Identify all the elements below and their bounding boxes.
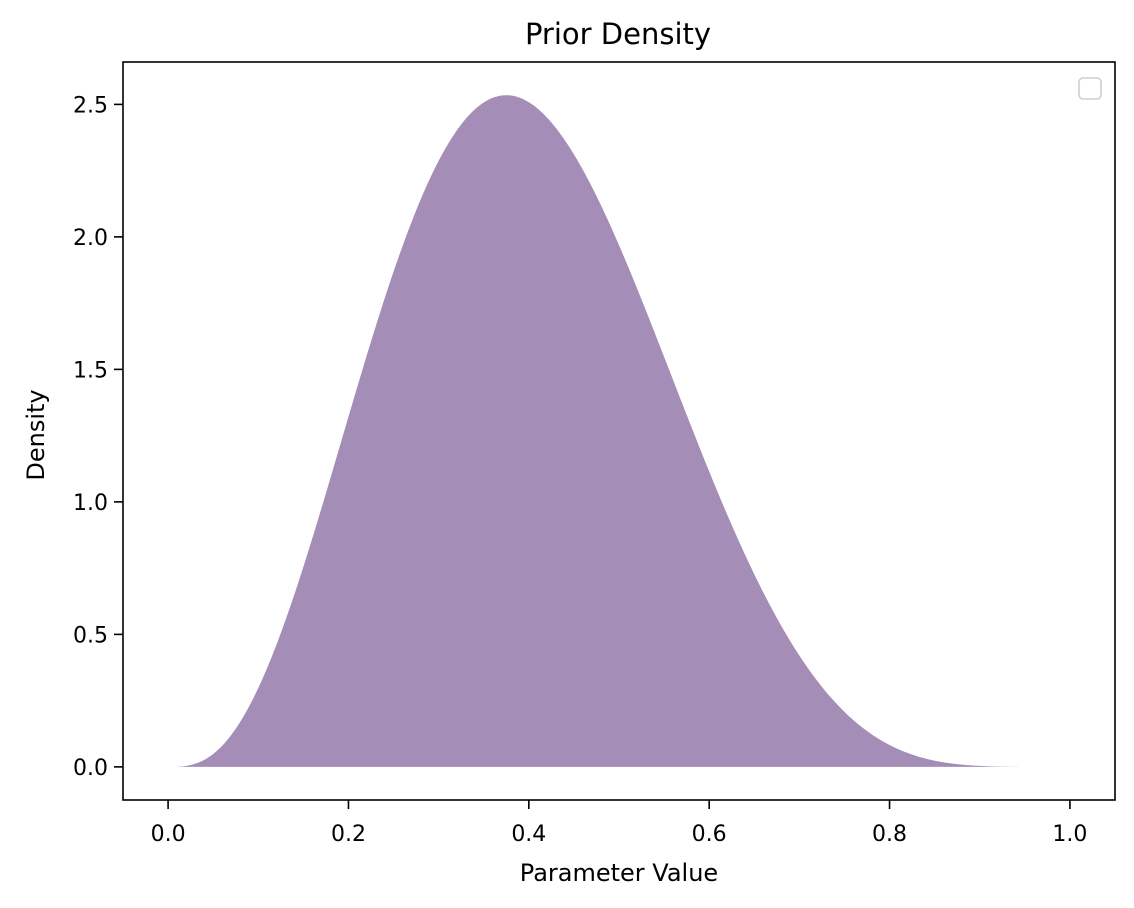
y-tick-label: 1.0 <box>73 491 108 516</box>
density-area <box>177 95 1034 767</box>
x-tick-label: 0.6 <box>692 822 727 847</box>
x-tick-label: 0.4 <box>511 822 546 847</box>
y-tick-label: 0.5 <box>73 623 108 648</box>
plot-frame <box>122 61 1116 801</box>
x-axis-ticks: 0.0 0.2 0.4 0.6 0.8 1.0 <box>151 800 1087 847</box>
y-axis-label: Density <box>22 389 50 480</box>
y-tick-label: 1.5 <box>73 358 108 383</box>
chart-title: Prior Density <box>525 17 711 51</box>
x-tick-label: 0.8 <box>872 822 907 847</box>
x-tick-label: 1.0 <box>1052 822 1087 847</box>
y-tick-label: 2.0 <box>73 226 108 251</box>
y-axis-ticks: 0.0 0.5 1.0 1.5 2.0 2.5 <box>73 93 123 781</box>
legend-box <box>1078 77 1102 100</box>
x-axis-label: Parameter Value <box>520 859 718 887</box>
y-tick-label: 0.0 <box>73 756 108 781</box>
plot-area <box>177 95 1034 767</box>
y-tick-label: 2.5 <box>73 93 108 118</box>
x-tick-label: 0.2 <box>331 822 366 847</box>
x-tick-label: 0.0 <box>151 822 186 847</box>
